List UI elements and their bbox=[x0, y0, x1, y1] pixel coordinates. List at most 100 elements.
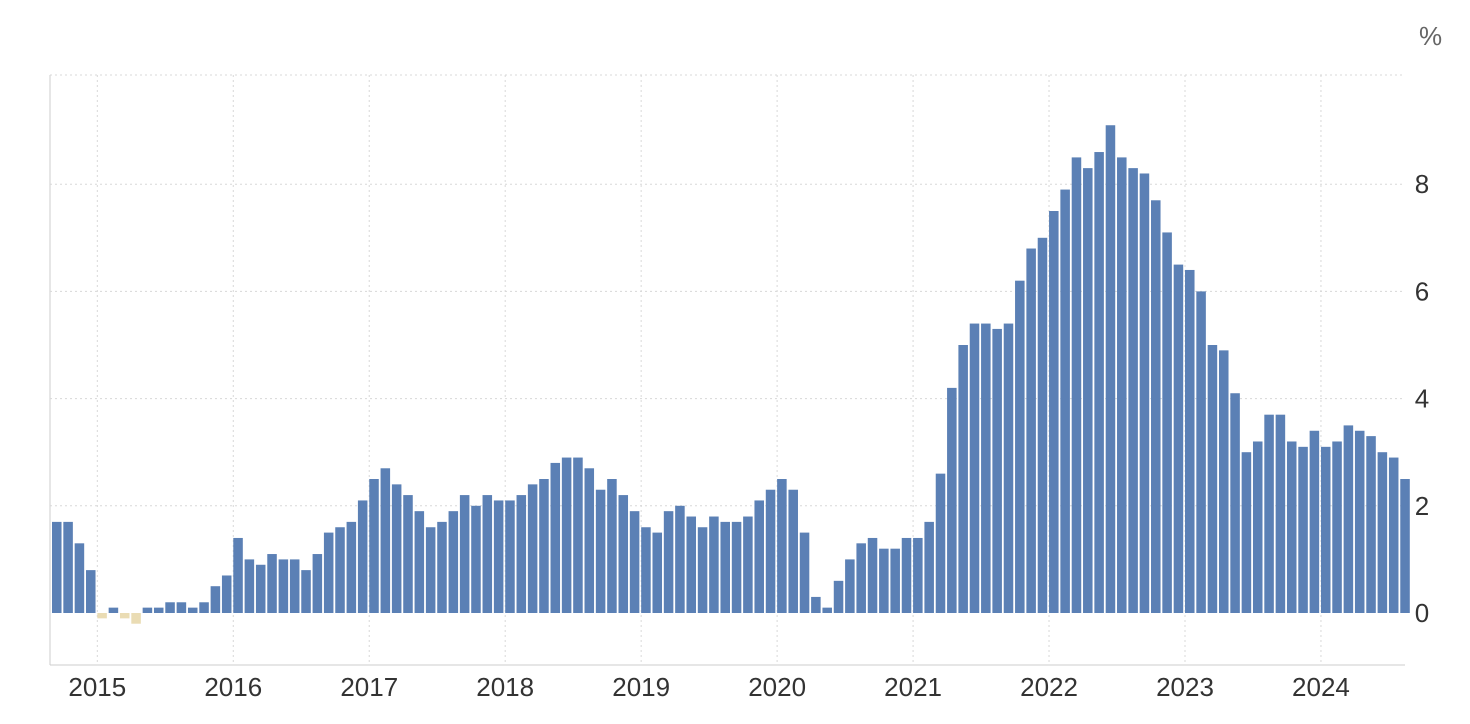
bar bbox=[1207, 345, 1218, 613]
bar bbox=[1117, 157, 1127, 613]
bar bbox=[74, 543, 85, 613]
x-tick-label: 2022 bbox=[1020, 672, 1078, 702]
bar bbox=[119, 613, 130, 619]
bar bbox=[1218, 350, 1229, 613]
bar bbox=[969, 323, 980, 613]
bar bbox=[958, 345, 968, 613]
bar bbox=[822, 607, 832, 613]
bar bbox=[221, 575, 232, 613]
bar bbox=[811, 596, 821, 613]
y-tick-label: 8 bbox=[1415, 169, 1429, 199]
bar bbox=[686, 516, 697, 613]
bar bbox=[357, 500, 368, 613]
bar bbox=[1071, 157, 1082, 613]
bar bbox=[1003, 323, 1014, 613]
bar bbox=[153, 607, 164, 613]
bar bbox=[867, 537, 878, 613]
bar bbox=[176, 602, 187, 613]
bar bbox=[629, 511, 640, 613]
bar bbox=[1139, 173, 1150, 614]
bar bbox=[527, 484, 538, 613]
x-tick-label: 2020 bbox=[748, 672, 806, 702]
bar bbox=[1230, 393, 1240, 613]
bar bbox=[244, 559, 255, 613]
bar bbox=[1173, 264, 1184, 613]
x-tick-label: 2023 bbox=[1156, 672, 1214, 702]
bar bbox=[573, 457, 583, 613]
bar bbox=[323, 532, 334, 613]
bar bbox=[131, 613, 141, 624]
bar bbox=[799, 532, 810, 613]
bar bbox=[482, 495, 493, 613]
bar bbox=[675, 505, 685, 613]
bar bbox=[1162, 232, 1172, 613]
bar bbox=[1320, 446, 1331, 613]
y-tick-label: 4 bbox=[1415, 384, 1429, 414]
bar bbox=[1286, 441, 1297, 613]
bar bbox=[108, 607, 119, 613]
x-tick-label: 2021 bbox=[884, 672, 942, 702]
bar bbox=[97, 613, 107, 619]
bar bbox=[663, 511, 674, 613]
bar bbox=[1083, 168, 1093, 613]
x-tick-label: 2017 bbox=[340, 672, 398, 702]
bar bbox=[1377, 452, 1388, 613]
bar bbox=[414, 511, 425, 613]
bar bbox=[301, 570, 311, 613]
bar bbox=[391, 484, 402, 613]
bar bbox=[1332, 441, 1342, 613]
bar bbox=[731, 521, 742, 613]
bar bbox=[1241, 452, 1252, 613]
bar bbox=[1026, 248, 1036, 613]
bar bbox=[720, 521, 730, 613]
bar bbox=[1105, 125, 1116, 614]
bar bbox=[516, 495, 527, 613]
bar bbox=[595, 489, 606, 613]
bar bbox=[539, 479, 549, 613]
bar bbox=[856, 543, 866, 613]
bar bbox=[1309, 430, 1320, 613]
bar bbox=[187, 607, 198, 613]
bar bbox=[1037, 237, 1048, 614]
bar bbox=[550, 462, 561, 613]
bar bbox=[754, 500, 764, 613]
bar bbox=[1015, 280, 1025, 613]
bar bbox=[1094, 152, 1104, 614]
bar bbox=[289, 559, 300, 613]
bar bbox=[335, 527, 345, 613]
bar bbox=[380, 468, 391, 613]
bar bbox=[1343, 425, 1354, 613]
unit-label: % bbox=[1419, 21, 1442, 51]
bar bbox=[1252, 441, 1263, 613]
bar bbox=[1275, 414, 1286, 613]
bar bbox=[981, 323, 991, 613]
bar bbox=[924, 521, 934, 613]
bar bbox=[165, 602, 175, 613]
bar bbox=[63, 521, 73, 613]
bar bbox=[267, 554, 277, 613]
x-tick-label: 2016 bbox=[204, 672, 262, 702]
bar bbox=[935, 473, 946, 613]
bar bbox=[765, 489, 776, 613]
y-tick-label: 2 bbox=[1415, 491, 1429, 521]
bar bbox=[471, 505, 481, 613]
x-tick-label: 2018 bbox=[476, 672, 534, 702]
bar bbox=[210, 586, 221, 613]
bar bbox=[1354, 430, 1365, 613]
bar bbox=[709, 516, 719, 613]
bar bbox=[561, 457, 572, 613]
bar bbox=[652, 532, 663, 613]
x-tick-label: 2019 bbox=[612, 672, 670, 702]
x-tick-label: 2015 bbox=[68, 672, 126, 702]
bar bbox=[505, 500, 515, 613]
bar bbox=[992, 328, 1002, 613]
bar bbox=[312, 554, 323, 613]
bar bbox=[1196, 291, 1206, 613]
bar bbox=[788, 489, 798, 613]
bar bbox=[584, 468, 595, 613]
bar bbox=[641, 527, 651, 613]
bar bbox=[85, 570, 96, 613]
bar bbox=[1060, 189, 1070, 613]
bar bbox=[255, 564, 266, 613]
